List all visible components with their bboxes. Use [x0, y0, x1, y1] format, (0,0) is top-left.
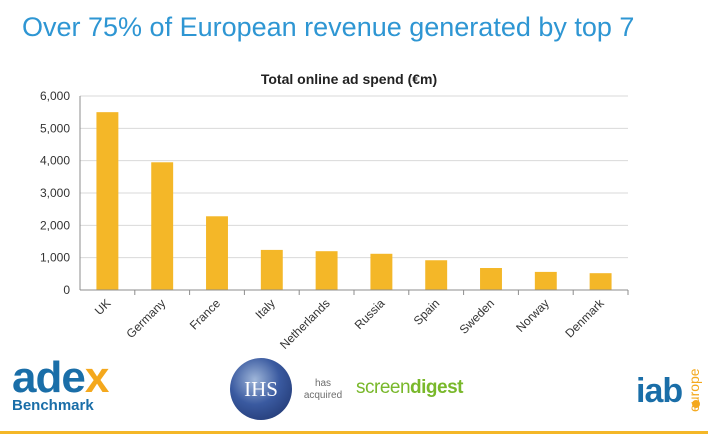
adex-benchmark-logo: adex Benchmark — [12, 353, 109, 414]
acquired-text: has acquired — [303, 378, 343, 401]
x-tick-label: Norway — [513, 296, 552, 335]
x-tick-label: Italy — [252, 296, 277, 321]
bar-netherlands — [315, 251, 338, 290]
y-tick-label: 4,000 — [40, 154, 70, 168]
y-tick-label: 5,000 — [40, 121, 70, 135]
slide-headline: Over 75% of European revenue generated b… — [22, 12, 635, 42]
y-tick-label: 6,000 — [40, 89, 70, 103]
x-tick-label: Sweden — [457, 296, 498, 337]
bar-chart: Total online ad spend (€m) 0 1,000 2,000 3,… — [40, 71, 629, 352]
iab-dot-icon — [692, 400, 700, 408]
iab-europe-label: europe — [686, 368, 702, 412]
bar-russia — [370, 253, 393, 290]
iab-europe-logo: iab — [636, 372, 700, 411]
y-tick-labels: 0 1,000 2,000 3,000 4,000 5,000 6,000 — [40, 89, 70, 297]
bar-spain — [425, 260, 448, 290]
screendigest-logo: screendigest — [356, 377, 463, 398]
y-tick-label: 1,000 — [40, 251, 70, 265]
chart-title: Total online ad spend (€m) — [261, 71, 437, 87]
ihs-logo: IHS — [230, 358, 292, 420]
x-tick-label: France — [187, 296, 224, 333]
bar-italy — [260, 249, 283, 290]
bar-sweden — [480, 268, 502, 290]
bar-denmark — [589, 273, 612, 290]
x-tick-label: Russia — [352, 296, 388, 332]
bar-uk — [96, 112, 119, 291]
bars — [96, 112, 612, 291]
x-tick-label: Germany — [124, 296, 169, 341]
bar-germany — [151, 162, 174, 290]
bar-france — [206, 216, 228, 290]
y-tick-label: 3,000 — [40, 186, 70, 200]
y-tick-label: 0 — [63, 283, 70, 297]
footer-divider — [0, 431, 708, 434]
bar-norway — [534, 271, 557, 290]
x-tick-labels: UK Germany France Italy Netherlands Russia Spa… — [92, 296, 608, 352]
x-tick-label: UK — [92, 296, 114, 318]
x-tick-label: Netherlands — [277, 296, 333, 352]
x-tick-label: Denmark — [562, 296, 607, 341]
axes — [79, 96, 629, 295]
x-tick-label: Spain — [411, 296, 443, 328]
adex-benchmark-label: Benchmark — [12, 397, 94, 414]
y-tick-label: 2,000 — [40, 218, 70, 232]
